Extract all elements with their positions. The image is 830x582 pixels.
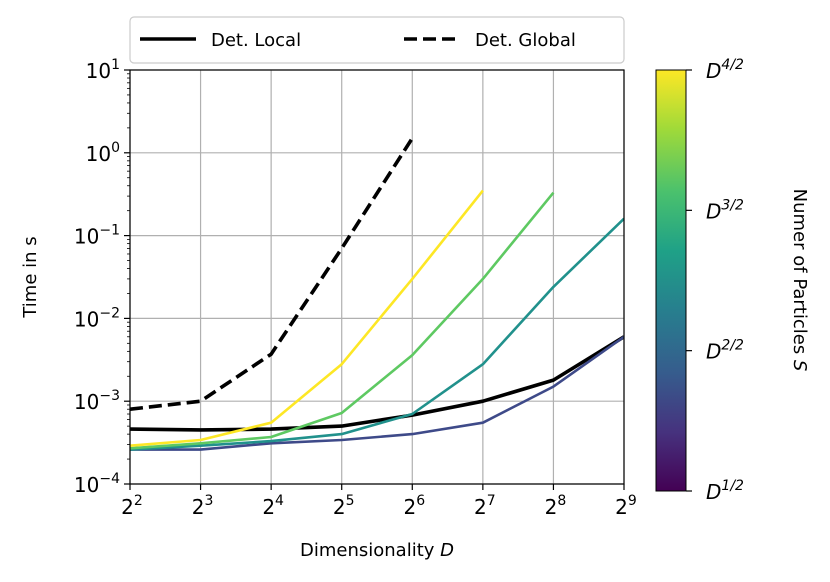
y-tick-label: 100 bbox=[86, 140, 120, 166]
y-tick-label: 101 bbox=[86, 57, 120, 83]
series-det-global bbox=[130, 137, 414, 411]
y-axis-label: Time in s bbox=[20, 236, 41, 318]
series-layer bbox=[130, 137, 624, 451]
x-tick-label: 28 bbox=[545, 493, 567, 519]
legend-frame bbox=[129, 16, 625, 64]
x-axis-label: Dimensionality D bbox=[300, 540, 454, 561]
series-line-3 bbox=[130, 217, 624, 451]
legend-label: Det. Local bbox=[211, 30, 301, 51]
colorbar-tick-label: D2/2 bbox=[706, 338, 744, 364]
x-tick-label: 22 bbox=[121, 493, 143, 519]
x-tick-label: 23 bbox=[192, 493, 214, 519]
x-tick-label: 29 bbox=[615, 493, 637, 519]
colorbar-tick-label: D1/2 bbox=[706, 478, 744, 504]
x-tick-label: 24 bbox=[262, 493, 284, 519]
colorbar-ticks: D4/2 D3/2 D2/2 D1/2 bbox=[686, 57, 744, 504]
colorbar-tick-label: D4/2 bbox=[706, 57, 744, 83]
series-line-5 bbox=[130, 189, 484, 447]
y-tick-label: 10−1 bbox=[74, 223, 120, 249]
x-tick-label: 25 bbox=[333, 493, 355, 519]
legend: Det. Local Det. Global bbox=[129, 16, 625, 64]
y-tick-label: 10−3 bbox=[74, 388, 120, 414]
series-det-local bbox=[130, 335, 624, 432]
series-line-2 bbox=[130, 335, 624, 451]
x-tick-label: 27 bbox=[474, 493, 496, 519]
axis-ticks: 22 23 24 25 26 27 28 29 101 100 10−1 10−2 10−3 10−4 bbox=[74, 57, 637, 519]
y-tick-label: 10−2 bbox=[74, 305, 120, 331]
x-tick-label: 26 bbox=[403, 493, 425, 519]
plot-frame bbox=[129, 69, 625, 485]
legend-label: Det. Global bbox=[475, 30, 576, 51]
series-line-4 bbox=[130, 191, 555, 450]
colorbar-tick-label: D3/2 bbox=[706, 197, 744, 223]
colorbar-label: Numer of Particles S bbox=[789, 189, 810, 372]
colorbar bbox=[655, 69, 687, 492]
y-tick-label: 10−4 bbox=[74, 471, 120, 497]
